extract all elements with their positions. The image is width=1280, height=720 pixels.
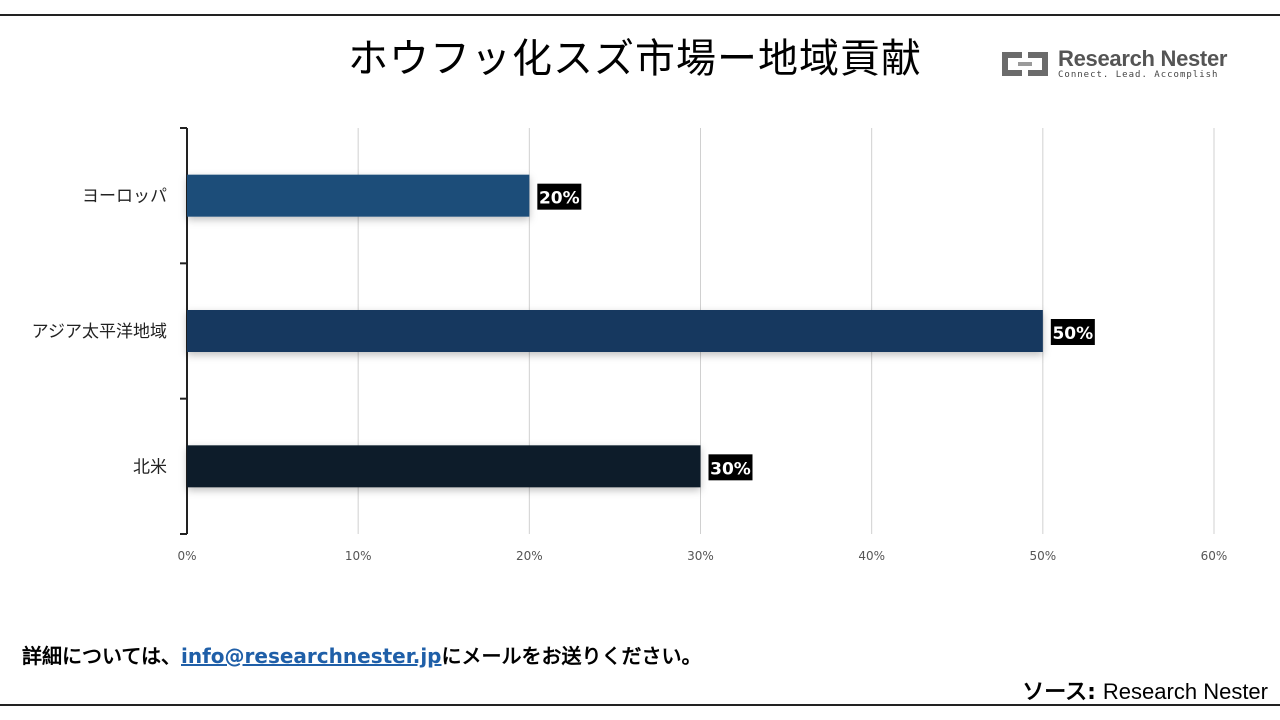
source-value: Research Nester [1102,679,1268,704]
top-rule [0,14,1280,16]
x-tick-labels: 0% 10% 20% 30% 40% 50% 60% [177,549,1227,563]
x-tick-label: 60% [1201,549,1228,563]
bars [187,174,1043,488]
bottom-rule [0,704,1280,706]
bar [187,445,701,488]
category-label: ヨーロッパ [82,187,167,207]
data-label-box [537,183,582,210]
x-tick-label: 10% [345,549,372,563]
category-label: 北米 [133,457,167,477]
category-label: アジア太平洋地域 [32,322,167,342]
data-label-box [1050,319,1095,345]
x-tick-label: 20% [516,549,543,563]
data-label: 20% [539,189,580,209]
data-labels: 20% 50% 30% [537,183,1095,481]
contact-suffix: にメールをお送りください。 [441,644,702,668]
data-label-box [708,454,753,481]
x-tick-label: 0% [177,549,196,563]
bar [187,174,530,217]
x-tick-label: 40% [858,549,885,563]
x-tick-label: 30% [687,549,714,563]
data-label: 50% [1052,324,1093,344]
contact-email-link[interactable]: info@researchnester.jp [181,644,442,668]
bar [187,310,1043,352]
logo-mark-icon [1002,52,1048,76]
logo-tagline: Connect. Lead. Accomplish [1058,70,1219,80]
page-title: ホウフッ化スズ市場ー地域貢献 [348,36,922,82]
data-label: 30% [710,459,751,479]
contact-line: 詳細については、info@researchnester.jpにメールをお送りくだ… [22,640,702,669]
source-note: ソース: Research Nester [1022,674,1268,706]
source-label: ソース: [1022,680,1096,705]
contact-prefix: 詳細については、 [22,644,181,668]
logo-name: Research Nester [1058,46,1228,71]
x-tick-label: 50% [1029,549,1056,563]
research-nester-logo: Research Nester Connect. Lead. Accomplis… [998,46,1228,84]
